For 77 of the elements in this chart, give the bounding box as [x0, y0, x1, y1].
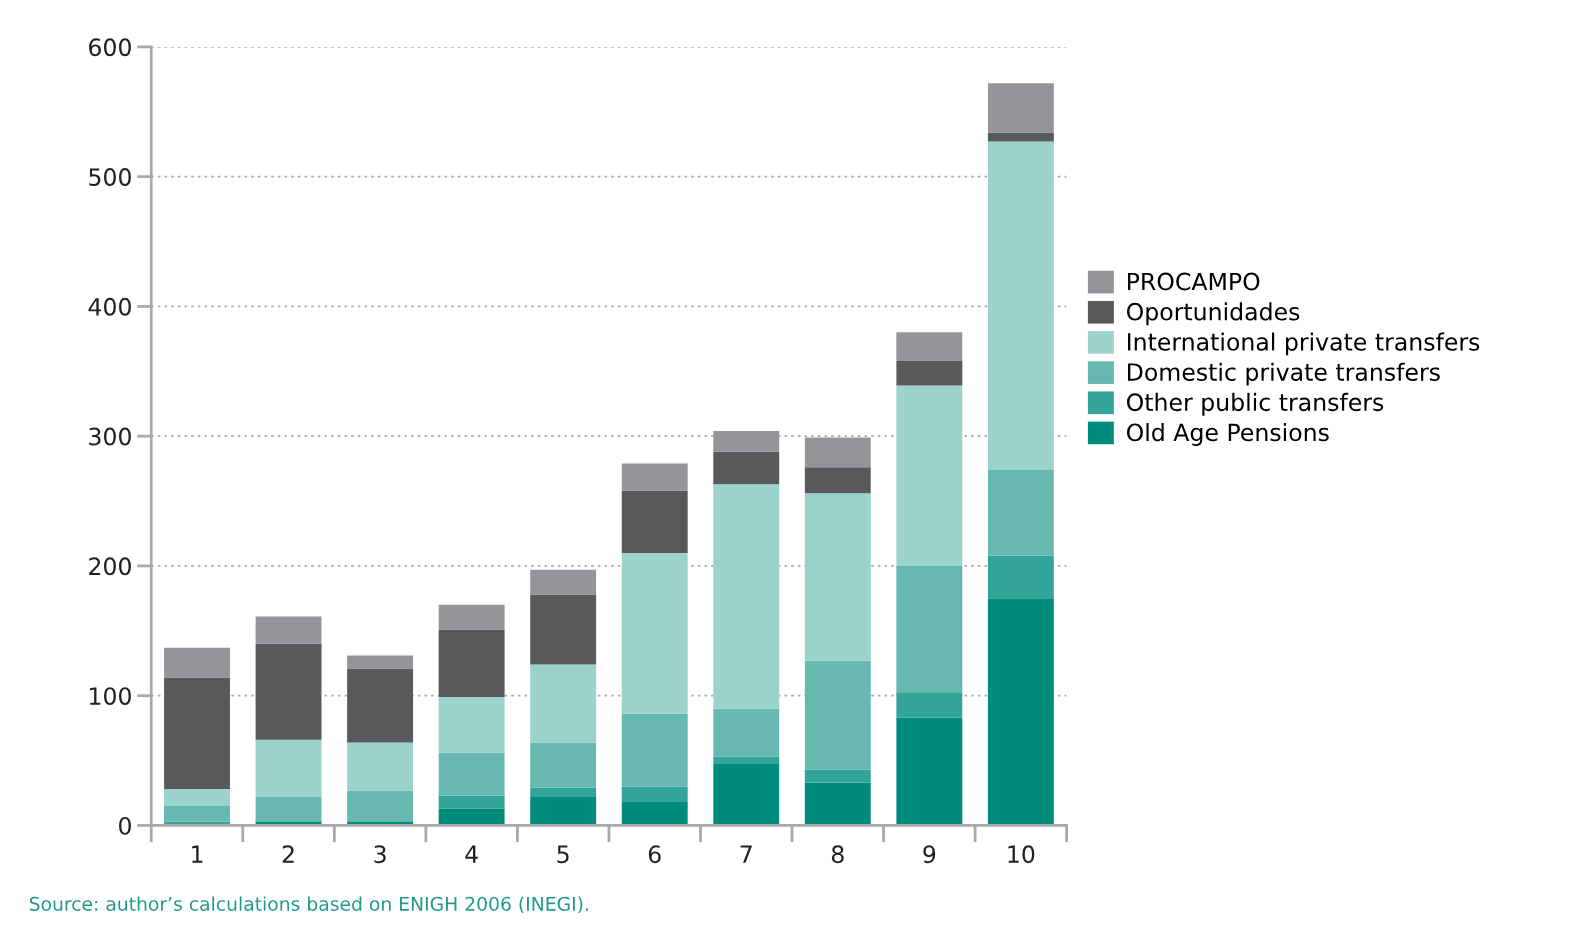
- bar: [255, 643, 322, 740]
- bar: [347, 790, 414, 821]
- bar: [438, 752, 505, 796]
- legend-label: Domestic private transfers: [1127, 362, 1440, 386]
- bar: [347, 668, 414, 743]
- x-tick-label: 6: [648, 845, 661, 864]
- bar: [896, 693, 963, 718]
- y-tick-label: 0: [119, 816, 131, 835]
- y-tick-label: 300: [89, 427, 131, 446]
- bar: [713, 763, 780, 826]
- bar: [621, 786, 688, 803]
- bar: [804, 769, 871, 783]
- bar: [621, 463, 688, 491]
- bar: [621, 802, 688, 826]
- bar: [896, 717, 963, 826]
- bar: [530, 594, 597, 665]
- bar: [164, 677, 230, 790]
- bar: [987, 598, 1054, 826]
- x-tick-label: 10: [1008, 845, 1035, 864]
- bar: [255, 796, 322, 821]
- bar: [164, 805, 230, 822]
- x-tick-label: 3: [374, 845, 386, 864]
- x-tick-label: 7: [740, 845, 752, 863]
- bar: [438, 795, 505, 809]
- y-tick-label: 100: [90, 687, 131, 705]
- bar: [987, 469, 1054, 556]
- bar: [438, 604, 505, 630]
- bar: [896, 385, 963, 566]
- x-tick-label: 5: [557, 845, 569, 864]
- bar: [713, 756, 780, 764]
- x-tick-label: 9: [923, 845, 936, 864]
- bar: [713, 451, 780, 485]
- bar: [255, 739, 322, 797]
- source-note: Source: author’s calculations based on ENIGH 2006 (INEGI).: [29, 896, 588, 914]
- y-tick-label: 400: [88, 297, 131, 316]
- bar: [713, 430, 780, 452]
- bar: [896, 332, 963, 361]
- bar: [621, 552, 688, 714]
- bar: [530, 796, 597, 826]
- x-tick-label: 4: [465, 845, 478, 863]
- x-tick-label: 8: [831, 845, 844, 864]
- bar: [713, 484, 780, 709]
- bar: [530, 569, 597, 595]
- bar: [347, 655, 414, 669]
- bar: [896, 360, 963, 386]
- y-tick-label: 500: [89, 168, 131, 186]
- bar: [804, 437, 871, 468]
- bar: [804, 493, 871, 661]
- bar: [255, 616, 322, 644]
- bar: [621, 713, 688, 787]
- y-tick-label: 600: [89, 38, 131, 57]
- bar: [164, 647, 230, 678]
- bar: [987, 83, 1054, 133]
- y-tick-label: 200: [89, 557, 131, 576]
- bar: [987, 141, 1054, 470]
- bar: [804, 782, 871, 826]
- bar: [987, 555, 1054, 599]
- legend-label: PROCAMPO: [1127, 272, 1260, 291]
- legend-label: Other public transfers: [1126, 392, 1384, 416]
- bar: [713, 708, 780, 757]
- bar: [347, 742, 414, 791]
- bar: [896, 565, 963, 694]
- bar: [164, 789, 230, 806]
- x-tick-label: 2: [282, 845, 294, 863]
- bar: [438, 696, 505, 753]
- bar: [530, 787, 597, 797]
- legend-label: Old Age Pensions: [1126, 423, 1329, 446]
- bar: [530, 742, 597, 788]
- legend-label: Oportunidades: [1126, 302, 1300, 326]
- bar: [987, 132, 1054, 142]
- bar: [438, 629, 505, 697]
- bar: [621, 490, 688, 553]
- x-tick-label: 1: [192, 845, 203, 863]
- bar: [530, 664, 597, 743]
- bar: [804, 467, 871, 494]
- legend-label: International private transfers: [1127, 332, 1480, 356]
- bar: [804, 660, 871, 770]
